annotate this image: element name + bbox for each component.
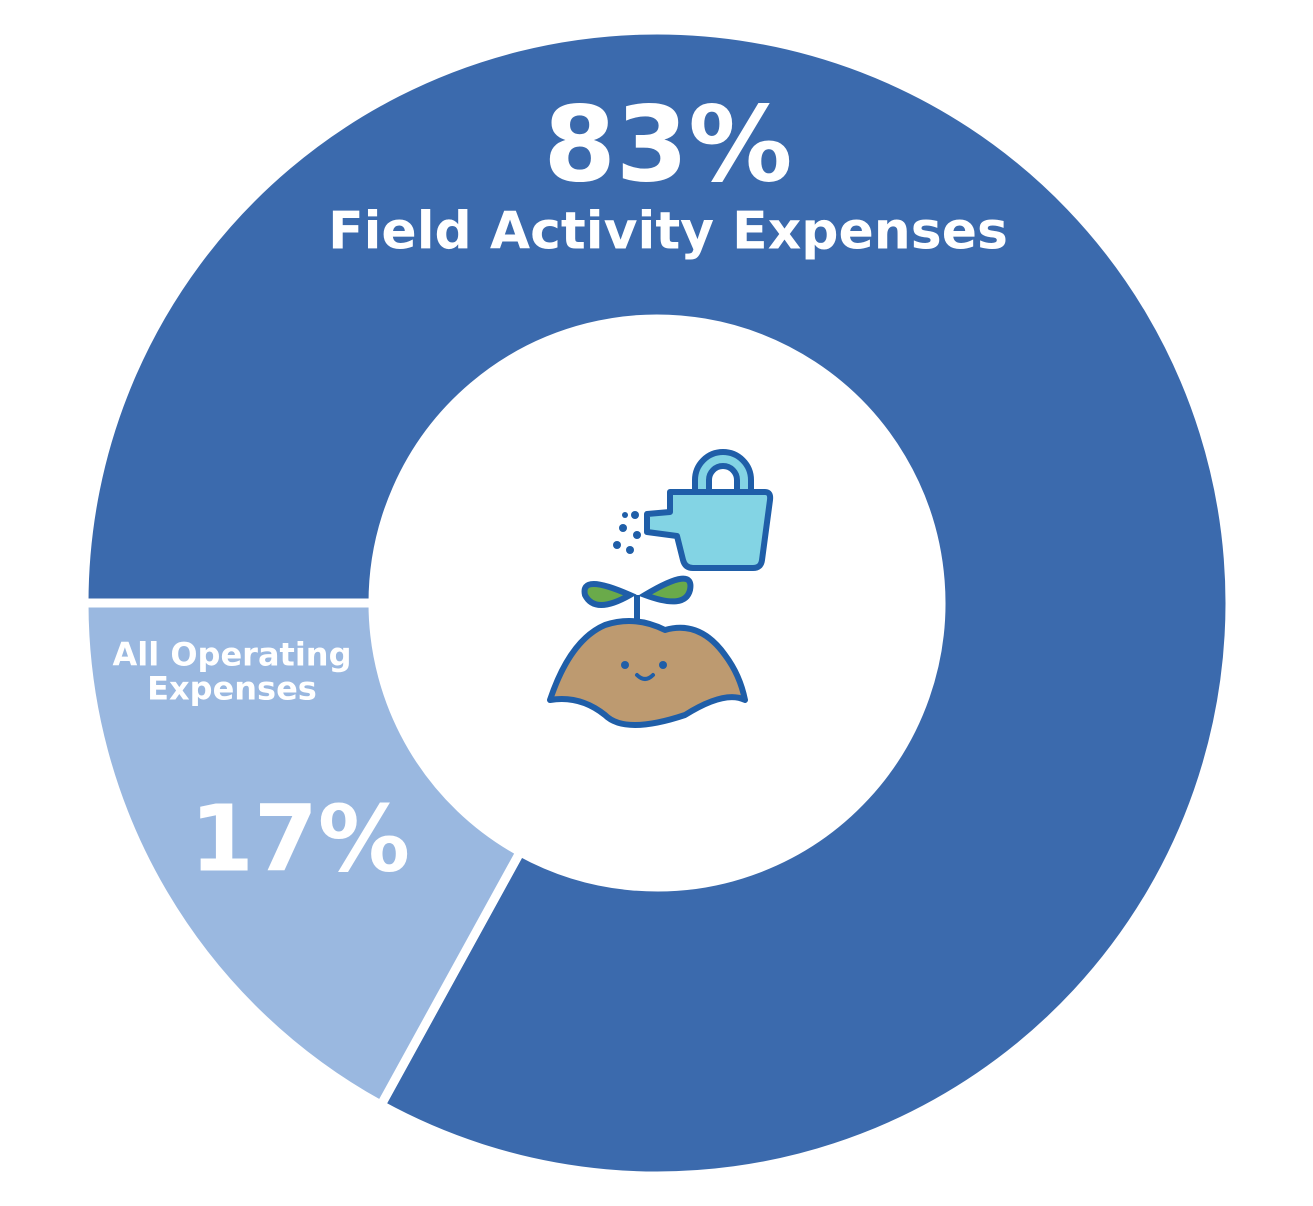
category-label: Field Activity Expenses: [328, 201, 1008, 262]
watering-icon: [547, 449, 774, 728]
value-label: 17%: [189, 785, 411, 893]
value-label: 83%: [543, 83, 793, 206]
donut-slice: [79, 598, 527, 1112]
donut-slice: [79, 25, 1235, 1181]
category-label: All Operating Expenses: [112, 635, 352, 707]
